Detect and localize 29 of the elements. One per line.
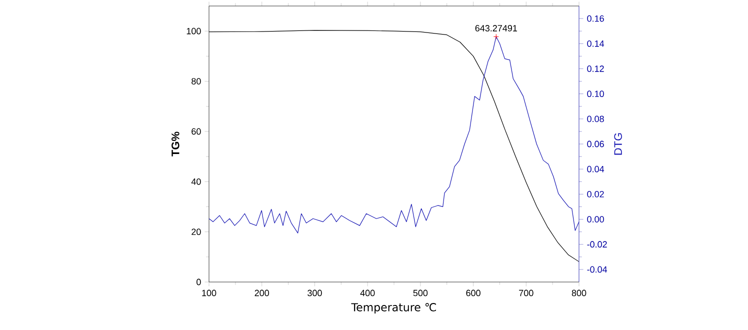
y2-tick-label: 0.10	[587, 90, 604, 98]
y2-tick-label: 0.04	[587, 166, 604, 172]
y2-axis-title: DTG	[614, 133, 622, 155]
x-axis-title: Temperature ℃	[351, 303, 436, 314]
y2-tick-label: 0.06	[587, 140, 604, 148]
y2-tick-label: -0.04	[587, 266, 608, 273]
x-tick-label: 200	[254, 290, 270, 296]
x-tick-label: 800	[572, 290, 586, 296]
x-tick-label: 500	[413, 290, 428, 296]
y-tick-label: 0	[196, 278, 201, 286]
x-tick-label: 300	[308, 290, 322, 296]
y2-tick-label: -0.02	[587, 241, 607, 248]
y2-tick-label: 0.12	[587, 66, 604, 72]
y2-tick-label: 0.16	[587, 15, 604, 22]
y-axis-title: TG%	[172, 132, 180, 156]
y2-tick-label: 0.14	[587, 40, 604, 47]
x-tick-label: 100	[202, 290, 216, 296]
annotation: 643.27491	[475, 25, 517, 32]
y-tick-label: 60	[192, 128, 201, 135]
y-tick-label: 20	[192, 228, 201, 236]
y-tick-label: 100	[186, 28, 201, 34]
x-tick-label: 400	[360, 290, 375, 296]
y-tick-label: 40	[191, 178, 201, 185]
x-tick-label: 600	[466, 290, 480, 296]
y2-tick-label: 0.02	[587, 190, 604, 198]
y-tick-label: 80	[192, 78, 201, 84]
y2-tick-label: 0.08	[587, 116, 604, 122]
y2-tick-label: 0.00	[587, 216, 604, 222]
x-tick-label: 700	[519, 290, 534, 296]
